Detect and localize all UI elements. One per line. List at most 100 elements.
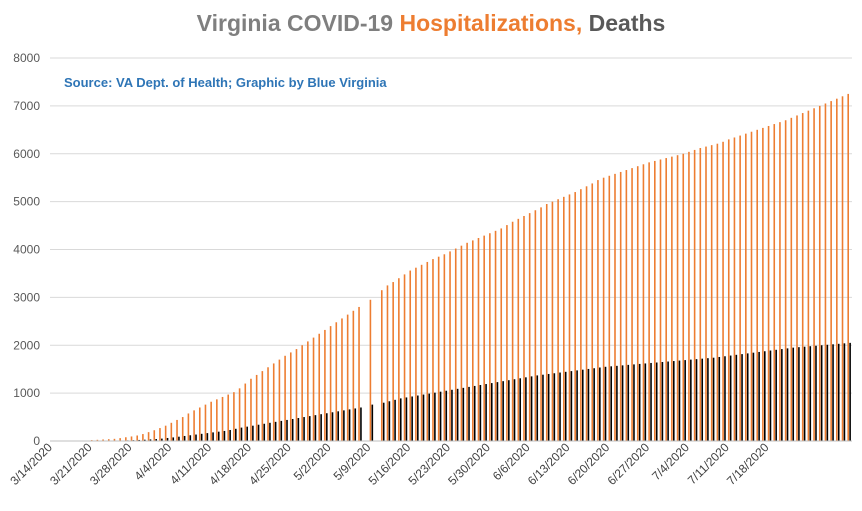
bar-hosp-67 <box>432 259 434 441</box>
bar-deaths-130 <box>792 347 795 441</box>
bar-hosp-123 <box>750 131 753 442</box>
bar-deaths-93 <box>581 369 584 441</box>
bar-hosp-37 <box>261 371 264 441</box>
bar-hosp-101 <box>625 170 628 441</box>
bar-hosp-106 <box>654 160 656 441</box>
bar-deaths-61 <box>399 398 402 441</box>
bar-hosp-104 <box>642 164 645 441</box>
x-tick-label-7: 5/2/2020 <box>291 440 334 483</box>
bar-hosp-105 <box>648 162 650 441</box>
bar-deaths-22 <box>178 436 180 441</box>
bar-hosp-9 <box>102 439 104 441</box>
bar-deaths-23 <box>183 435 186 441</box>
bar-deaths-28 <box>212 432 214 441</box>
bar-deaths-118 <box>724 356 726 441</box>
bar-hosp-25 <box>193 410 195 441</box>
bar-deaths-25 <box>195 434 197 441</box>
bar-hosp-32 <box>233 392 235 441</box>
bar-deaths-34 <box>246 426 248 441</box>
bar-hosp-82 <box>517 218 520 441</box>
bar-hosp-140 <box>847 93 849 441</box>
bar-hosp-34 <box>244 383 247 441</box>
bar-hosp-121 <box>739 135 741 441</box>
bar-hosp-12 <box>119 438 121 441</box>
bar-deaths-96 <box>599 367 601 441</box>
x-tick-label-0: 3/14/2020 <box>7 440 55 488</box>
bar-deaths-125 <box>763 351 766 441</box>
bar-hosp-66 <box>426 261 429 441</box>
bar-hosp-133 <box>807 110 810 441</box>
bar-deaths-105 <box>650 362 652 441</box>
bar-hosp-21 <box>170 422 173 441</box>
bar-deaths-77 <box>490 383 493 441</box>
bar-hosp-51 <box>341 318 343 441</box>
bar-hosp-52 <box>346 314 349 441</box>
bar-deaths-20 <box>166 437 169 441</box>
bar-deaths-47 <box>320 414 322 441</box>
bar-deaths-106 <box>655 362 658 441</box>
bar-hosp-119 <box>727 139 730 441</box>
bar-hosp-48 <box>324 329 326 441</box>
x-tick-label-18: 7/18/2020 <box>724 440 772 488</box>
bar-hosp-120 <box>733 137 736 441</box>
x-tick-label-14: 6/20/2020 <box>565 440 613 488</box>
bar-deaths-40 <box>280 420 283 441</box>
bar-deaths-123 <box>752 352 755 441</box>
bar-hosp-64 <box>415 267 417 441</box>
bar-deaths-30 <box>223 430 226 441</box>
bar-hosp-127 <box>773 124 776 441</box>
bar-deaths-134 <box>815 345 817 441</box>
bar-deaths-90 <box>564 371 567 441</box>
y-tick-label-8000: 8000 <box>13 51 40 65</box>
bar-deaths-122 <box>746 353 749 441</box>
bar-deaths-54 <box>360 407 362 441</box>
bar-deaths-91 <box>570 371 573 441</box>
bar-hosp-30 <box>221 396 224 441</box>
bar-hosp-59 <box>386 285 389 441</box>
bar-deaths-131 <box>798 347 800 441</box>
bar-deaths-99 <box>616 365 618 441</box>
bar-hosp-49 <box>329 326 332 441</box>
bar-deaths-121 <box>741 354 743 441</box>
bar-hosp-42 <box>289 352 292 441</box>
bar-hosp-100 <box>619 171 622 441</box>
bar-deaths-120 <box>735 354 738 441</box>
bar-hosp-31 <box>227 394 230 441</box>
bar-deaths-26 <box>200 433 203 441</box>
bar-deaths-126 <box>769 350 772 441</box>
bar-deaths-51 <box>343 410 345 441</box>
y-tick-label-3000: 3000 <box>13 290 40 304</box>
bar-deaths-103 <box>638 363 641 441</box>
bar-deaths-97 <box>604 366 607 441</box>
bar-hosp-45 <box>307 341 309 441</box>
bar-deaths-127 <box>775 349 777 441</box>
bar-hosp-128 <box>779 122 781 441</box>
bar-deaths-63 <box>411 396 413 441</box>
bar-deaths-29 <box>217 431 220 441</box>
bar-deaths-15 <box>138 439 140 441</box>
bar-deaths-139 <box>843 343 846 441</box>
bar-hosp-110 <box>676 155 679 441</box>
bar-hosp-28 <box>210 401 212 441</box>
bar-hosp-60 <box>392 282 394 441</box>
bar-deaths-71 <box>456 388 459 441</box>
y-tick-label-1000: 1000 <box>13 386 40 400</box>
bar-deaths-129 <box>786 348 789 441</box>
bar-hosp-117 <box>716 143 719 442</box>
bar-hosp-36 <box>255 374 258 441</box>
bar-hosp-139 <box>841 96 844 442</box>
bar-hosp-135 <box>818 105 821 441</box>
bar-hosp-109 <box>671 156 673 441</box>
bar-deaths-50 <box>337 411 339 441</box>
bar-deaths-108 <box>667 361 669 441</box>
bar-deaths-31 <box>229 429 231 441</box>
bar-hosp-39 <box>272 363 275 441</box>
bar-deaths-101 <box>627 364 630 441</box>
bar-hosp-99 <box>614 173 616 442</box>
bar-deaths-68 <box>439 391 442 441</box>
bar-hosp-96 <box>597 180 599 442</box>
x-tick-label-2: 3/28/2020 <box>87 440 135 488</box>
bar-deaths-98 <box>610 366 613 441</box>
chart-subtitle: Source: VA Dept. of Health; Graphic by B… <box>64 75 387 90</box>
